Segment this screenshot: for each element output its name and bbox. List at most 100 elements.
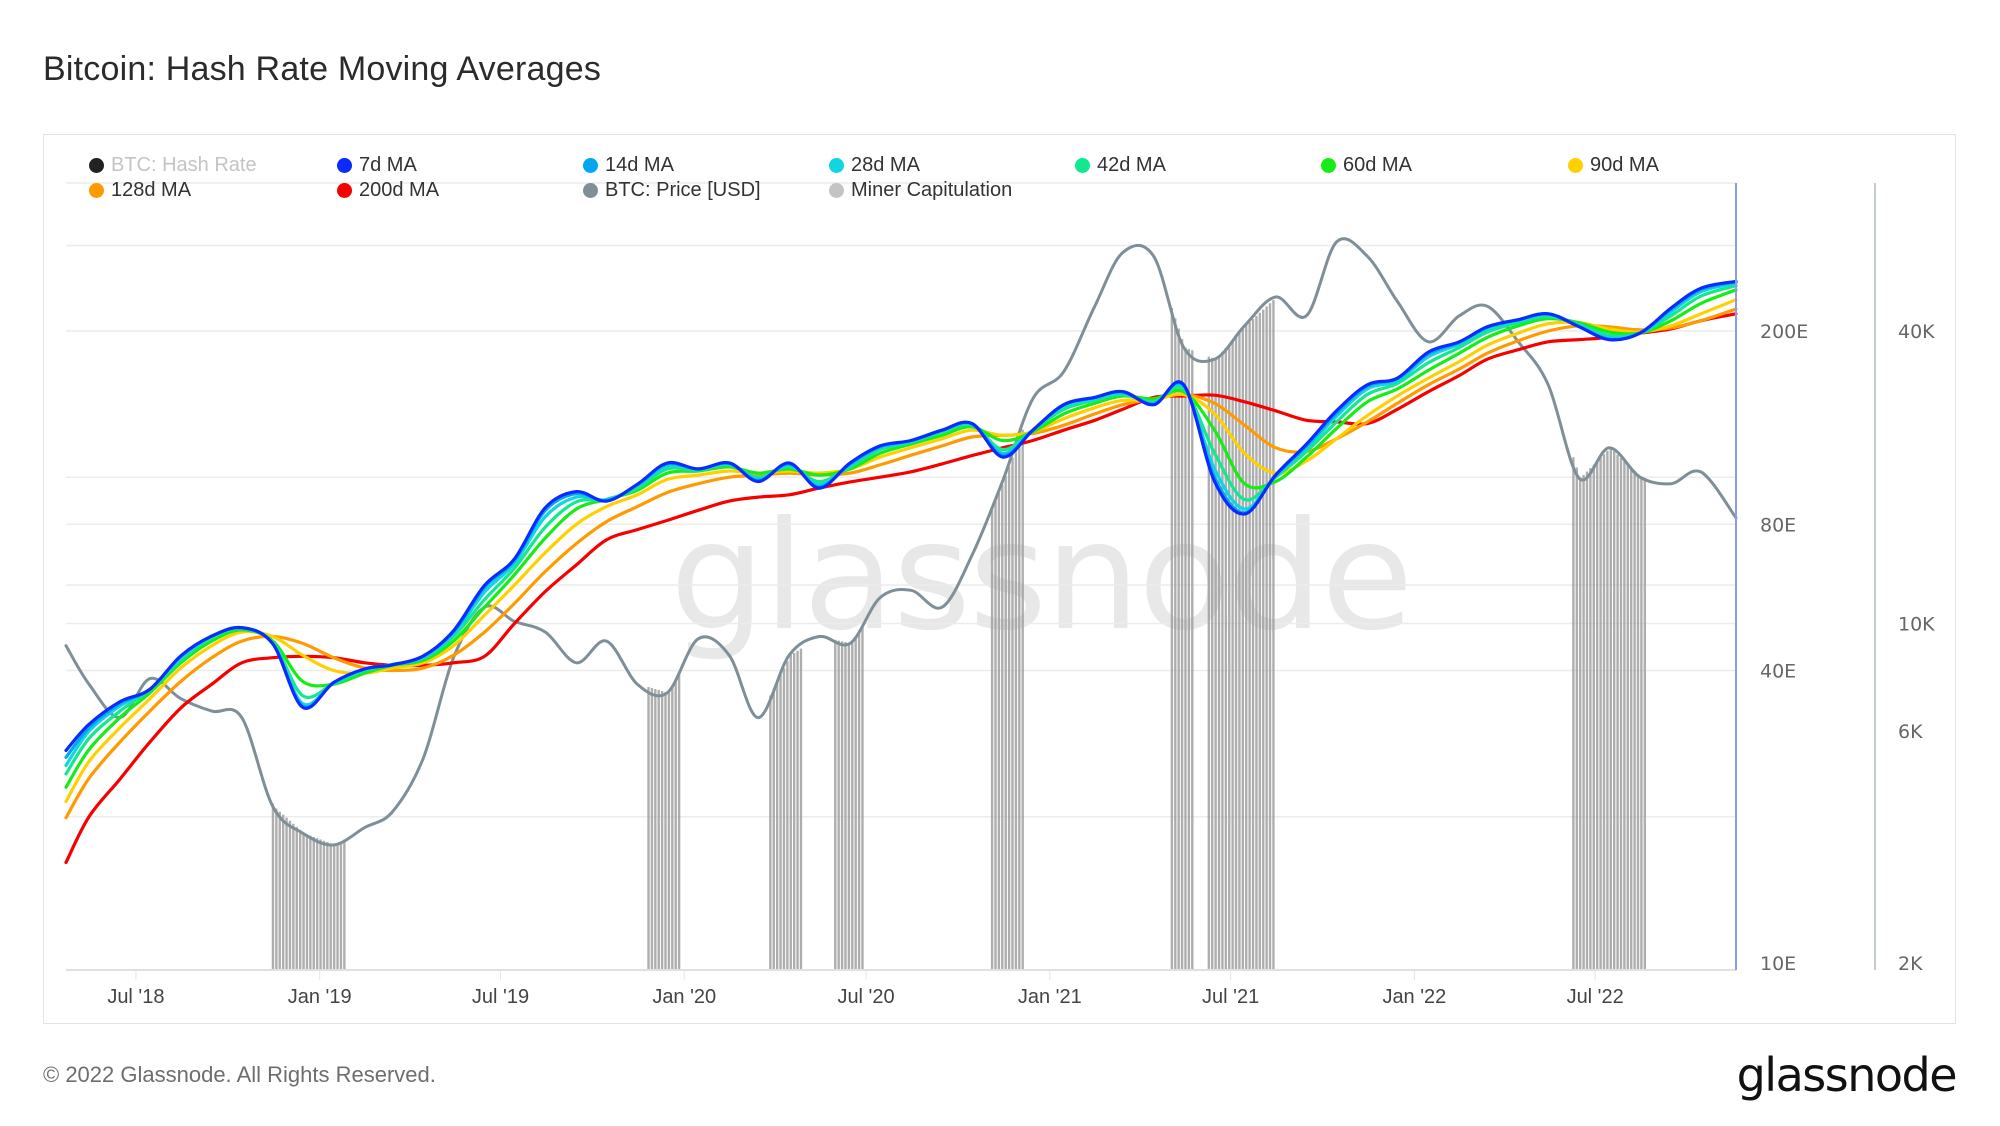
capitulation-bar xyxy=(1217,355,1221,970)
capitulation-bar xyxy=(1265,306,1268,970)
capitulation-bar xyxy=(1575,467,1578,970)
capitulation-bar xyxy=(840,641,844,970)
capitulation-bar xyxy=(769,695,772,970)
legend-item-128d-ma[interactable]: 128d MA xyxy=(89,178,191,202)
legend-label: 28d MA xyxy=(851,153,920,176)
capitulation-bar xyxy=(281,814,285,970)
capitulation-bar xyxy=(1245,325,1248,970)
capitulation-bar xyxy=(343,839,346,970)
capitulation-bar xyxy=(847,642,851,970)
capitulation-bar xyxy=(1251,319,1255,970)
glassnode-logo[interactable]: glassnode xyxy=(1736,1048,1958,1102)
capitulation-bar xyxy=(1582,475,1585,970)
x-tick-label: Jan '22 xyxy=(1382,986,1446,1008)
capitulation-band xyxy=(1170,307,1194,971)
legend-dot-icon xyxy=(829,157,844,173)
series-line-90d-ma xyxy=(64,298,1738,804)
capitulation-bar xyxy=(796,650,799,970)
capitulation-bar xyxy=(1640,477,1643,970)
capitulation-bar xyxy=(1021,429,1024,971)
y-right-tick-label: 10K xyxy=(1898,613,1935,635)
legend-item-60d-ma[interactable]: 60d MA xyxy=(1321,153,1412,177)
capitulation-bar xyxy=(322,840,326,970)
capitulation-bar xyxy=(298,829,302,970)
capitulation-bar xyxy=(1258,312,1262,970)
legend-item-btc-price-usd[interactable]: BTC: Price [USD] xyxy=(583,178,761,202)
capitulation-bar xyxy=(315,838,319,970)
capitulation-bar xyxy=(312,836,315,970)
capitulation-bar xyxy=(1174,318,1177,970)
capitulation-bar xyxy=(339,841,343,970)
capitulation-bar xyxy=(1001,484,1004,970)
capitulation-band xyxy=(1572,448,1646,971)
capitulation-bar xyxy=(1633,470,1636,970)
legend-label: 42d MA xyxy=(1097,153,1166,176)
capitulation-bar xyxy=(326,842,329,970)
capitulation-bar xyxy=(1619,457,1623,970)
y-right-tick-label: 6K xyxy=(1898,721,1923,743)
capitulation-bar xyxy=(861,626,864,970)
capitulation-band xyxy=(769,648,803,970)
capitulation-band xyxy=(990,429,1024,971)
capitulation-bar xyxy=(1643,477,1646,970)
capitulation-bar xyxy=(1589,468,1592,970)
copyright-text: © 2022 Glassnode. All Rights Reserved. xyxy=(43,1062,436,1087)
capitulation-bar xyxy=(851,641,854,970)
capitulation-bar xyxy=(786,661,789,970)
capitulation-bar xyxy=(1255,315,1258,971)
legend-item-28d-ma[interactable]: 28d MA xyxy=(829,153,920,177)
x-tick-label: Jul '19 xyxy=(472,986,529,1008)
capitulation-bar xyxy=(657,689,660,970)
legend-item-14d-ma[interactable]: 14d MA xyxy=(583,153,674,177)
capitulation-bar xyxy=(1238,332,1241,970)
capitulation-bar xyxy=(1612,451,1616,970)
series-line-60d-ma xyxy=(64,288,1738,789)
series-line-200d-ma xyxy=(64,312,1738,865)
y-left-tick-label: 40E xyxy=(1760,661,1796,683)
capitulation-bar xyxy=(292,823,295,970)
capitulation-bar xyxy=(309,835,312,970)
capitulation-bar xyxy=(677,674,681,970)
capitulation-bar xyxy=(1214,359,1217,970)
capitulation-bar xyxy=(660,690,664,970)
capitulation-bar xyxy=(278,811,281,970)
legend-label: 14d MA xyxy=(605,153,674,176)
legend-label: 60d MA xyxy=(1343,153,1412,176)
capitulation-bar xyxy=(792,652,796,970)
legend-item-90d-ma[interactable]: 90d MA xyxy=(1568,153,1659,177)
capitulation-bar xyxy=(837,640,840,970)
capitulation-bar xyxy=(332,844,336,970)
axes: 200E 80E 40E 10E 40K 10K 6K 2K Jul '18 Jan '19 Jul… xyxy=(66,183,1935,1008)
capitulation-bar xyxy=(1170,307,1174,970)
capitulation-bar xyxy=(1004,476,1007,970)
legend-item-200d-ma[interactable]: 200d MA xyxy=(337,178,439,202)
x-tick-label: Jan '19 xyxy=(288,986,352,1008)
legend-dot-icon xyxy=(89,182,104,198)
capitulation-bar xyxy=(775,681,779,970)
capitulation-bar xyxy=(994,501,997,970)
legend-dot-icon xyxy=(583,157,598,173)
capitulation-bar xyxy=(1191,350,1194,971)
capitulation-bar xyxy=(1184,347,1187,970)
legend-label: 128d MA xyxy=(111,178,192,201)
legend-label: 7d MA xyxy=(359,153,417,176)
x-tick-label: Jan '21 xyxy=(1018,986,1082,1008)
capitulation-bar xyxy=(1623,461,1626,970)
y-right-tick-label: 40K xyxy=(1898,321,1935,343)
legend-dot-icon xyxy=(1321,157,1336,173)
legend-item-42d-ma[interactable]: 42d MA xyxy=(1075,153,1166,177)
capitulation-bar xyxy=(1636,474,1640,970)
capitulation-bar xyxy=(319,839,322,970)
legend-item-miner-capitulation[interactable]: Miner Capitulation xyxy=(829,178,1012,202)
capitulation-bar xyxy=(1606,450,1609,971)
capitulation-bar xyxy=(1248,322,1251,970)
capitulation-band xyxy=(271,803,346,970)
legend-dot-icon xyxy=(89,157,104,173)
legend-item-7d-ma[interactable]: 7d MA xyxy=(337,153,417,177)
series-line-btc-price-usd xyxy=(64,237,1738,847)
legend-dot-icon xyxy=(1075,157,1090,173)
legend-label: 200d MA xyxy=(359,178,440,201)
capitulation-bar xyxy=(650,688,654,970)
price-series xyxy=(64,237,1738,847)
legend-item-btc-hash-rate[interactable]: BTC: Hash Rate xyxy=(89,153,257,177)
